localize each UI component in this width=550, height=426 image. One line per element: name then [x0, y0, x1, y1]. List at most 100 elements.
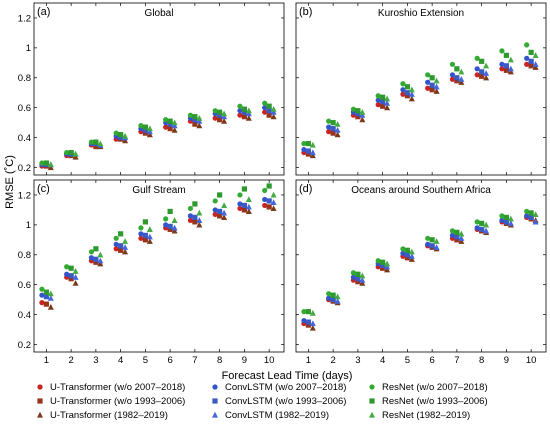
data-point — [97, 257, 104, 264]
data-point — [305, 148, 311, 154]
data-point — [266, 183, 272, 189]
data-point — [187, 217, 194, 223]
data-point — [301, 140, 307, 147]
data-point — [270, 105, 277, 112]
data-point — [221, 117, 228, 124]
data-point — [503, 67, 509, 73]
data-point — [359, 116, 366, 123]
data-point — [532, 211, 539, 217]
data-point — [483, 70, 490, 76]
data-point — [350, 274, 357, 280]
data-point — [241, 114, 247, 120]
data-point — [503, 52, 509, 58]
legend-label: U-Transformer (1982–2019) — [50, 410, 168, 421]
data-point — [305, 140, 311, 147]
data-point — [524, 55, 530, 61]
data-point — [458, 238, 465, 244]
data-point — [380, 94, 386, 100]
data-point — [334, 126, 341, 133]
panel-letter: (a) — [37, 6, 50, 18]
data-point — [167, 223, 173, 229]
panel-title: Global — [145, 8, 174, 19]
data-point — [380, 265, 386, 271]
x-tick-label: 3 — [355, 355, 360, 366]
x-tick-label: 10 — [264, 355, 275, 366]
x-tick-label: 7 — [192, 355, 197, 366]
data-point — [142, 219, 148, 225]
data-point — [118, 243, 124, 249]
data-point — [88, 139, 95, 145]
data-point — [384, 263, 391, 270]
x-tick-label: 9 — [504, 355, 509, 366]
data-point — [266, 103, 272, 109]
data-point — [474, 225, 480, 231]
legend-label: ResNet (w/o 2007–2018) — [382, 382, 488, 393]
data-point — [68, 276, 74, 282]
data-point — [330, 297, 336, 303]
data-point — [524, 208, 530, 215]
panels: (a) Global 0.2 0.4 0.6 0.8 1 1.2 (b) Kuroshio Ext… — [18, 2, 547, 366]
data-point — [350, 270, 357, 276]
data-point — [400, 246, 406, 252]
data-point — [237, 192, 243, 198]
data-point — [118, 231, 124, 237]
data-point — [97, 140, 104, 147]
data-point — [47, 294, 54, 301]
x-tick-label: 4 — [380, 355, 385, 366]
data-point — [458, 76, 465, 82]
data-point — [212, 198, 218, 204]
data-point — [408, 248, 415, 255]
data-point — [429, 87, 435, 93]
data-point — [196, 117, 203, 124]
data-point — [458, 68, 465, 75]
data-point — [400, 91, 406, 97]
data-point — [454, 234, 460, 240]
legend-marker — [37, 411, 43, 418]
panel-1: (a) Global 0.2 0.4 0.6 0.8 1 1.2 — [18, 2, 285, 176]
data-point — [449, 232, 456, 238]
data-point — [400, 81, 406, 87]
data-point — [359, 108, 366, 115]
data-point — [375, 102, 381, 108]
x-tick-label: 10 — [526, 355, 537, 366]
data-point — [334, 293, 341, 300]
data-point — [355, 111, 361, 117]
data-point — [241, 207, 247, 213]
data-point — [483, 62, 490, 69]
y-tick-label: 0.8 — [18, 73, 31, 84]
legend-label: ConvLSTM (w/o 1993–2006) — [225, 396, 346, 407]
data-point — [171, 224, 178, 231]
x-tick-label: 1 — [306, 355, 311, 366]
data-point — [39, 286, 45, 292]
data-point — [64, 149, 70, 156]
data-point — [449, 72, 456, 78]
data-point — [429, 75, 435, 81]
data-point — [408, 86, 415, 93]
data-point — [404, 93, 410, 99]
data-point — [241, 202, 247, 209]
data-point — [479, 73, 485, 79]
data-point — [532, 64, 539, 70]
data-point — [454, 66, 460, 72]
legend-item: ConvLSTM (w/o 1993–2006) — [212, 396, 346, 407]
data-point — [266, 112, 272, 118]
data-point — [503, 219, 509, 225]
data-point — [499, 217, 505, 223]
data-point — [301, 146, 307, 153]
data-point — [404, 90, 410, 96]
legend-item: U-Transformer (w/o 1993–2006) — [37, 396, 185, 407]
data-point — [408, 91, 415, 97]
data-point — [262, 187, 268, 194]
data-point — [262, 202, 268, 209]
data-point — [458, 230, 465, 237]
y-tick-label: 0.2 — [18, 163, 31, 174]
data-point — [122, 132, 129, 139]
data-point — [47, 164, 54, 171]
data-point — [88, 255, 95, 261]
data-point — [458, 235, 465, 241]
data-point — [43, 294, 49, 300]
x-tick-label: 8 — [217, 355, 222, 366]
data-point — [43, 301, 49, 307]
data-point — [305, 322, 311, 328]
